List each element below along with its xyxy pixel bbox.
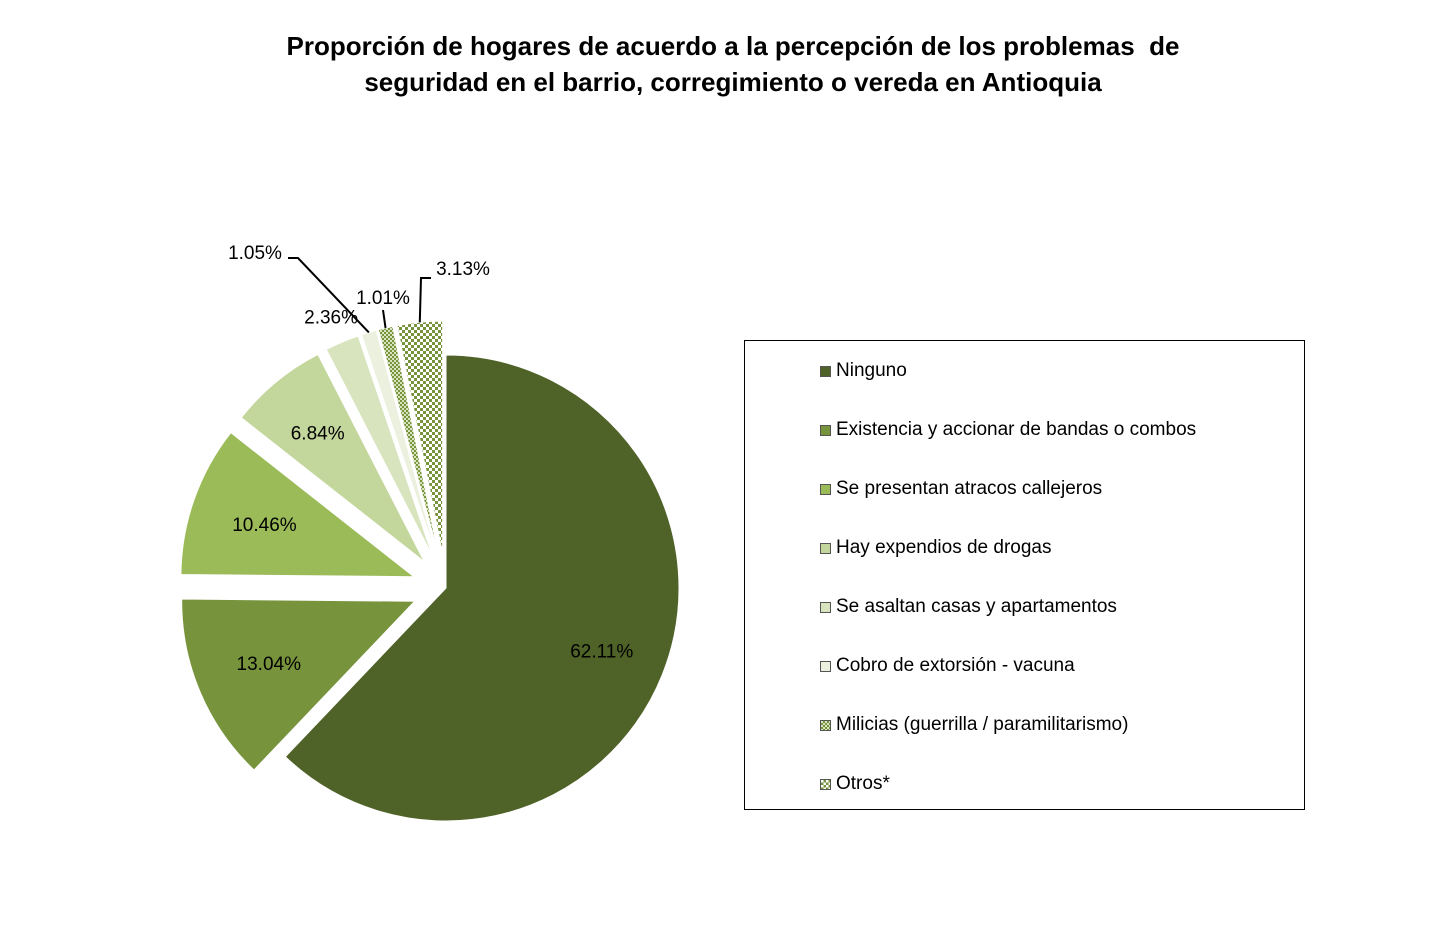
legend-label-4: Hay expendios de drogas bbox=[836, 537, 1052, 558]
legend-swatch-5 bbox=[820, 601, 831, 613]
legend-swatch-8 bbox=[820, 778, 831, 790]
chart-title: Proporción de hogares de acuerdo a la pe… bbox=[0, 28, 1431, 100]
legend-swatch-1 bbox=[820, 365, 831, 377]
legend-swatch-4 bbox=[820, 542, 831, 554]
legend-item-3: Se presentan atracos callejeros bbox=[820, 477, 1102, 501]
pie-slice-label-6: 1.05% bbox=[228, 243, 282, 264]
pie-slice-label-8: 3.13% bbox=[436, 259, 490, 280]
legend-item-8: Otros* bbox=[820, 772, 890, 796]
legend-swatch-7 bbox=[820, 719, 831, 731]
pie-slice-1 bbox=[284, 354, 680, 822]
pie-slice-label-7: 1.01% bbox=[356, 288, 410, 309]
legend-label-2: Existencia y accionar de bandas o combos bbox=[836, 419, 1197, 440]
legend-label-3: Se presentan atracos callejeros bbox=[836, 478, 1103, 499]
pie-slice-4 bbox=[240, 353, 425, 563]
pie-slice-3 bbox=[180, 431, 416, 578]
legend-item-4: Hay expendios de drogas bbox=[820, 536, 1051, 560]
legend-label-5: Se asaltan casas y apartamentos bbox=[836, 596, 1117, 617]
legend-item-7: Milicias (guerrilla / paramilitarismo) bbox=[820, 713, 1128, 737]
legend-label-8: Otros* bbox=[836, 773, 890, 794]
chart-title-line-2: seguridad en el barrio, corregimiento o … bbox=[364, 67, 1102, 97]
pie-slice-label-3: 10.46% bbox=[232, 515, 297, 536]
legend-item-1: Ninguno bbox=[820, 359, 907, 383]
legend-swatch-3 bbox=[820, 483, 831, 495]
legend: Ninguno Existencia y accionar de bandas o… bbox=[744, 340, 1305, 810]
pie-slice-2 bbox=[181, 598, 416, 771]
pie-slice-8 bbox=[396, 320, 444, 555]
legend-label-1: Ninguno bbox=[836, 360, 907, 381]
chart-title-line-1: Proporción de hogares de acuerdo a la pe… bbox=[286, 31, 1180, 61]
pie-slice-5 bbox=[325, 335, 434, 557]
pie-slice-label-1: 62.11% bbox=[570, 641, 633, 662]
legend-swatch-2 bbox=[820, 424, 831, 436]
legend-item-5: Se asaltan casas y apartamentos bbox=[820, 595, 1117, 619]
legend-item-2: Existencia y accionar de bandas o combos bbox=[820, 418, 1196, 442]
pie-leader-line-7 bbox=[382, 309, 387, 329]
pie-leader-line-6 bbox=[288, 257, 370, 334]
pie-slice-label-5: 2.36% bbox=[304, 307, 358, 328]
legend-swatch-6 bbox=[820, 660, 831, 672]
pie-slice-label-4: 6.84% bbox=[291, 423, 345, 444]
pie-leader-line-8 bbox=[418, 277, 431, 323]
legend-item-6: Cobro de extorsión - vacuna bbox=[820, 654, 1075, 678]
legend-label-6: Cobro de extorsión - vacuna bbox=[836, 655, 1075, 676]
pie-slice-6 bbox=[360, 329, 437, 556]
legend-label-7: Milicias (guerrilla / paramilitarismo) bbox=[836, 714, 1129, 735]
pie-slice-label-2: 13.04% bbox=[237, 654, 302, 675]
